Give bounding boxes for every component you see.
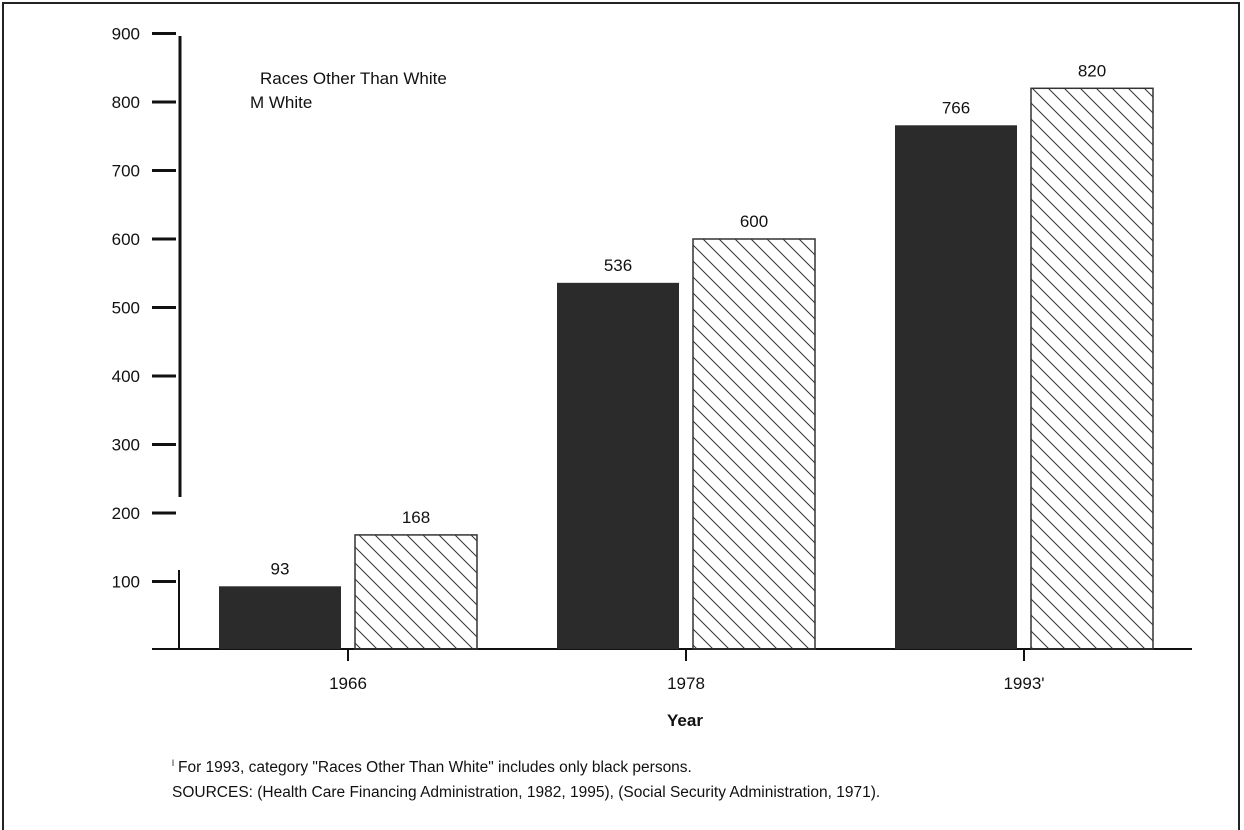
labels: 100 200 300 400 500 600 700 800 900 93 168 1966 536 6… [112, 25, 1107, 694]
x-tick-label-0: 1966 [329, 674, 367, 693]
footnote-1993: l For 1993, category "Races Other Than Wh… [172, 758, 692, 777]
bar-value-label-0-1: 536 [604, 256, 632, 275]
footnote-mark: l [172, 758, 174, 768]
bar-other-0 [219, 586, 341, 649]
y-tick-label-100: 100 [112, 573, 140, 592]
bar-hatch-fill-0 [354, 534, 478, 650]
bar-white-1 [692, 238, 816, 650]
footnote-text: For 1993, category "Races Other Than Whi… [178, 759, 692, 777]
bar-other-2 [895, 125, 1017, 650]
sources-note: SOURCES: (Health Care Financing Administ… [172, 784, 881, 801]
y-tick-label-700: 700 [112, 162, 140, 181]
bar-other-1 [557, 282, 679, 649]
y-tick-label-300: 300 [112, 436, 140, 455]
bar-white-0 [354, 534, 478, 650]
x-tick-label-1: 1978 [667, 674, 705, 693]
bar-value-label-0-2: 766 [942, 98, 970, 117]
y-tick-label-600: 600 [112, 230, 140, 249]
x-tick-label-2: 1993' [1003, 674, 1044, 693]
y-tick-label-400: 400 [112, 367, 140, 386]
x-axis-label: Year [667, 711, 703, 730]
legend-entry-white: M White [250, 93, 312, 112]
bar-value-label-0-0: 93 [271, 559, 290, 578]
legend: Races Other Than White M White [250, 69, 447, 112]
bar-hatch-fill-2 [1030, 87, 1154, 650]
bar-value-label-1-1: 600 [740, 212, 768, 231]
y-tick-label-800: 800 [112, 93, 140, 112]
bar-hatch-fill-1 [692, 238, 816, 650]
bars [219, 87, 1154, 650]
bar-white-2 [1030, 87, 1154, 650]
bar-value-label-1-0: 168 [402, 508, 430, 527]
y-tick-label-500: 500 [112, 299, 140, 318]
y-tick-label-900: 900 [112, 25, 140, 44]
legend-entry-races-other-than-white: Races Other Than White [260, 69, 447, 88]
bar-value-label-1-2: 820 [1078, 61, 1106, 80]
y-tick-label-200: 200 [112, 504, 140, 523]
